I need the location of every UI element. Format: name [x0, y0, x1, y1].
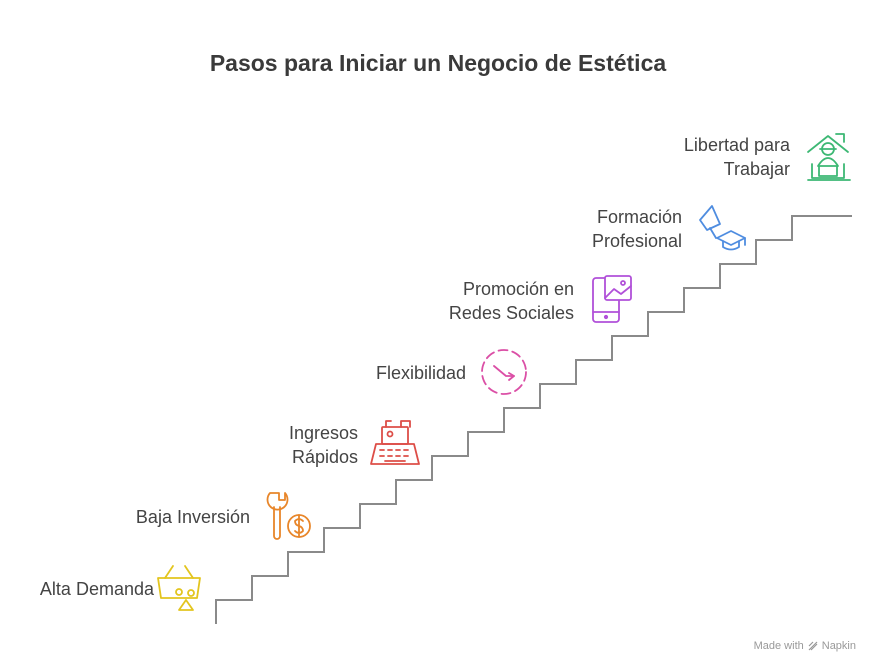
step-label-libertad-trabajar: Libertad para Trabajar [683, 135, 790, 179]
wrench-coin-icon [266, 492, 311, 540]
step-label-formacion-profesional: Formación Profesional [591, 207, 682, 251]
napkin-brand-text: Napkin [821, 640, 856, 652]
step-label-promocion-redes: Promoción en Redes Sociales [448, 279, 574, 323]
phone-image-icon [592, 275, 632, 323]
diagram-title: Pasos para Iniciar un Negocio de Estétic… [209, 50, 667, 76]
cash-register-icon [370, 420, 420, 465]
staircase-line [215, 215, 852, 624]
step-label-alta-demanda: Alta Demanda [39, 579, 154, 599]
napkin-logo-icon [808, 641, 818, 651]
step-label-baja-inversion: Baja Inversión [135, 507, 250, 527]
basket-icon [157, 565, 201, 611]
made-with-text: Made with [753, 640, 804, 652]
home-office-icon [807, 133, 851, 181]
step-label-ingresos-rapidos: Ingresos Rápidos [288, 423, 358, 467]
step-label-flexibilidad: Flexibilidad [375, 363, 466, 383]
clock-arrow-icon [481, 349, 527, 395]
graduation-megaphone-icon [699, 205, 746, 251]
made-with-credit: Made with Napkin [754, 640, 856, 652]
